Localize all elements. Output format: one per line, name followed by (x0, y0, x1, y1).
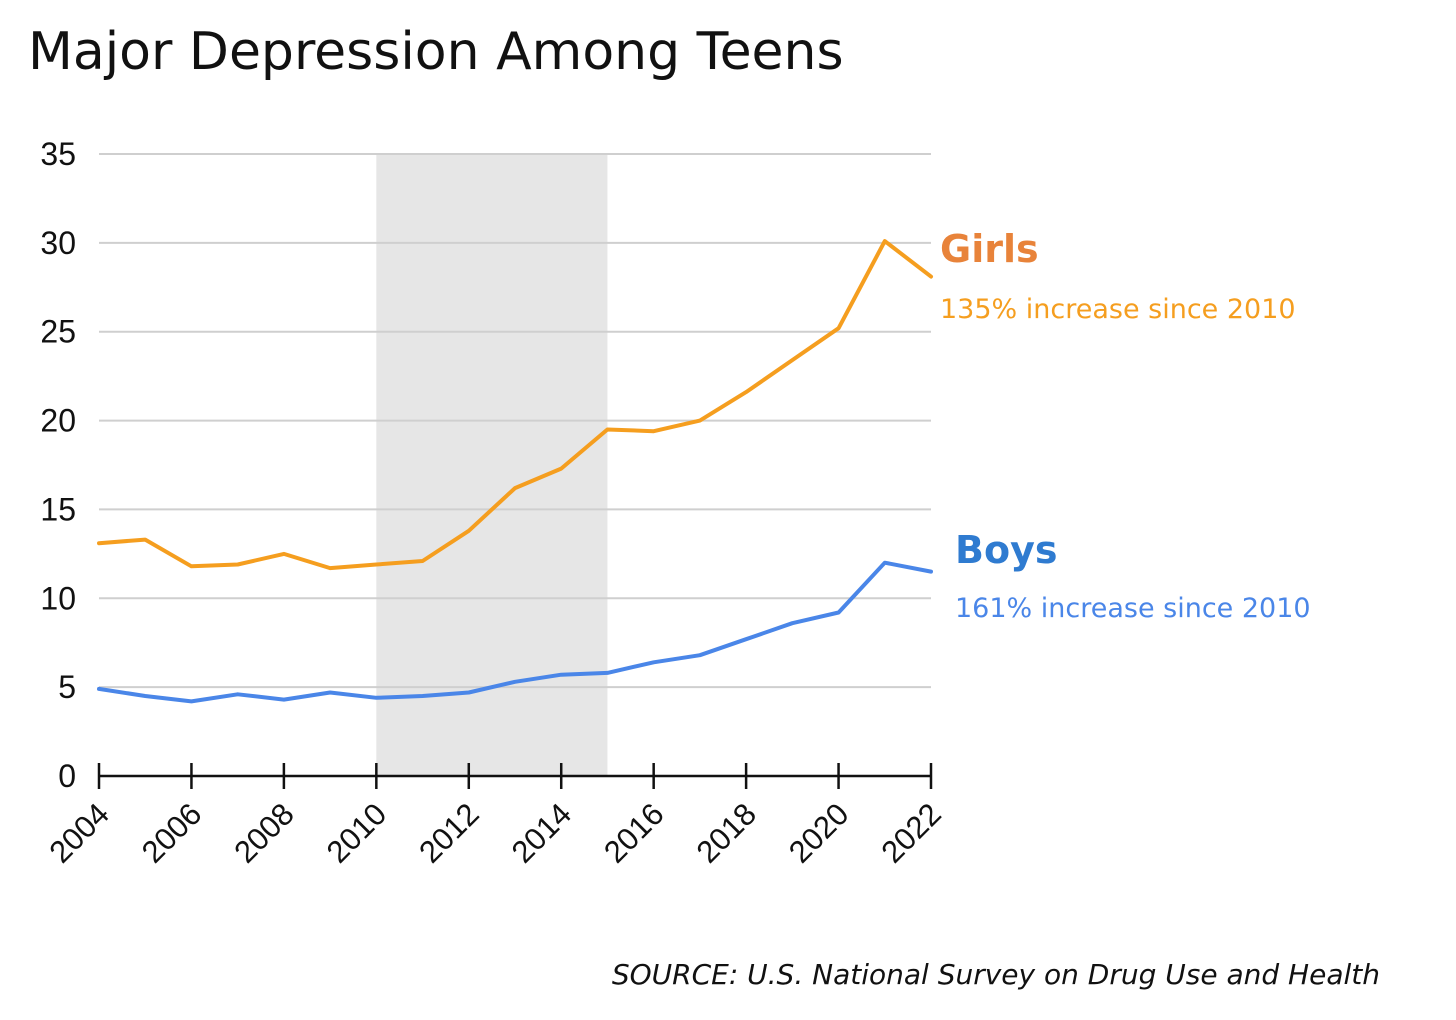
series-label-girls: Girls (940, 227, 1039, 271)
chart-title: Major Depression Among Teens (28, 22, 844, 82)
y-tick-label-35: 35 (40, 136, 76, 172)
series-label-boys: Boys (955, 528, 1057, 572)
x-tick-label-2006: 2006 (135, 796, 209, 870)
x-tick-label-2020: 2020 (782, 796, 856, 870)
source-note: SOURCE: U.S. National Survey on Drug Use… (611, 958, 1380, 991)
y-tick-label-10: 10 (40, 580, 76, 616)
x-tick-label-2004: 2004 (42, 796, 116, 870)
y-tick-label-30: 30 (40, 225, 76, 261)
x-tick-label-2014: 2014 (505, 796, 579, 870)
y-tick-label-20: 20 (40, 403, 76, 439)
shaded-period-band (376, 154, 608, 776)
x-tick-label-2022: 2022 (874, 796, 948, 870)
series-line-girls (97, 239, 933, 571)
y-tick-label-25: 25 (40, 314, 76, 350)
y-tick-label-5: 5 (58, 669, 76, 705)
series-annotation-girls: 135% increase since 2010 (940, 294, 1296, 325)
x-tick-label-2016: 2016 (597, 796, 671, 870)
x-tick-label-2012: 2012 (412, 796, 486, 870)
y-tick-label-15: 15 (40, 491, 76, 527)
series-annotation-boys: 161% increase since 2010 (955, 593, 1311, 624)
y-tick-label-0: 0 (58, 758, 76, 794)
x-tick-label-2018: 2018 (690, 796, 764, 870)
x-tick-label-2008: 2008 (227, 796, 301, 870)
series-line-boys (97, 560, 933, 704)
x-tick-label-2010: 2010 (320, 796, 394, 870)
